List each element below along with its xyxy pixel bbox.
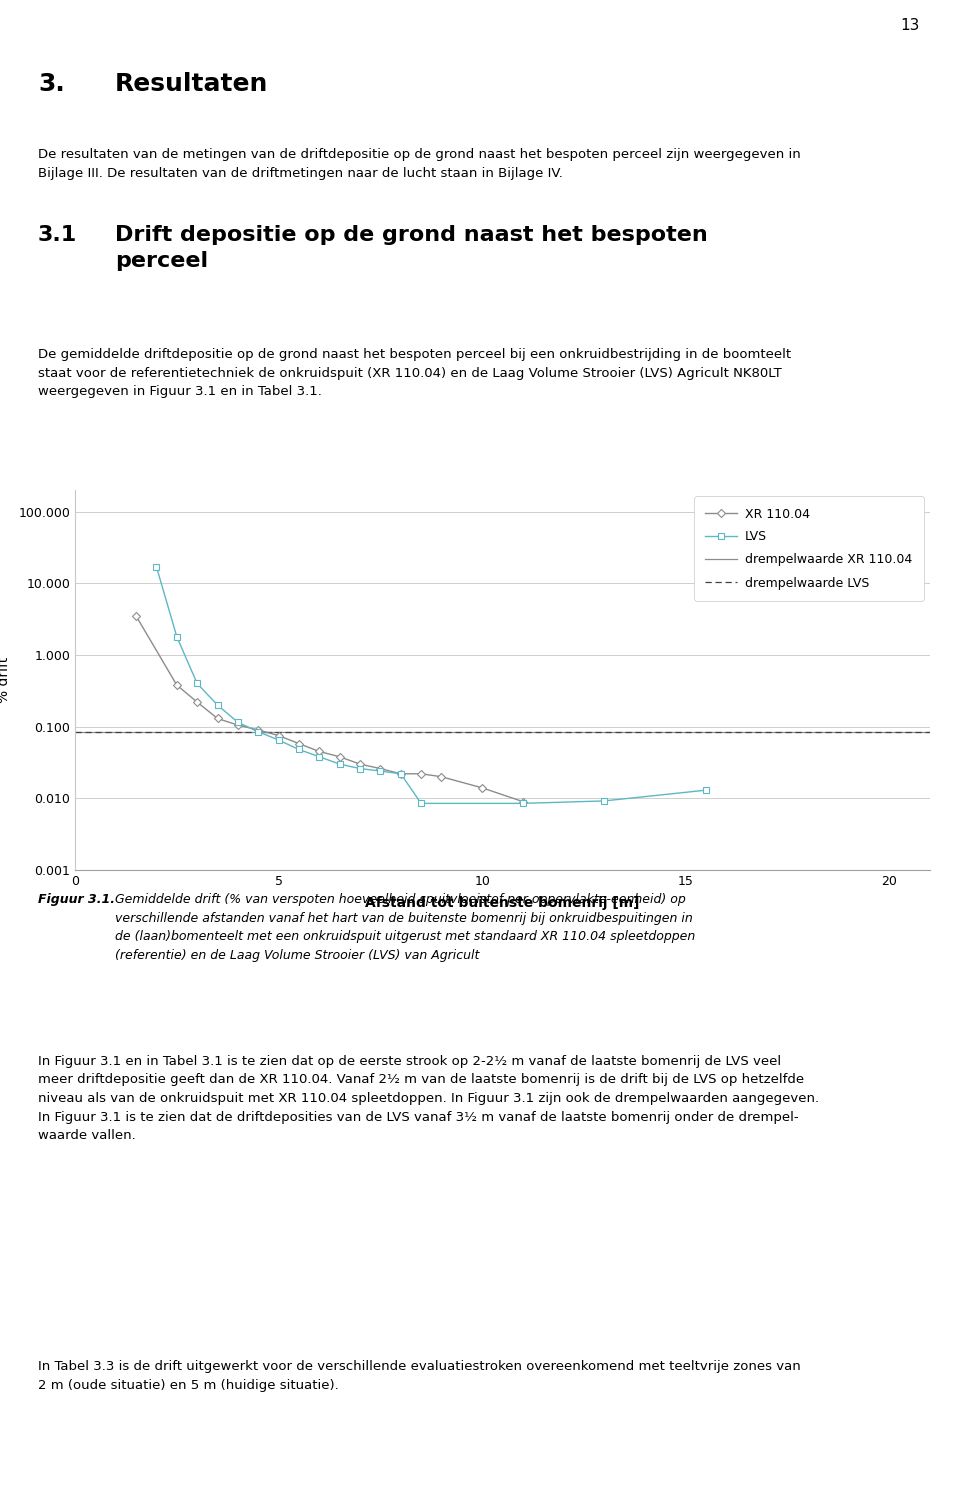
XR 110.04 xyxy=(171,677,182,695)
LVS xyxy=(252,723,264,741)
Text: 13: 13 xyxy=(900,18,920,33)
XR 110.04 xyxy=(314,743,325,761)
LVS xyxy=(700,781,711,799)
drempelwaarde LVS xyxy=(110,723,122,741)
LVS xyxy=(354,760,366,778)
XR 110.04 xyxy=(395,764,406,782)
Text: Gemiddelde drift (% van verspoten hoeveelheid spuitvloeistof per oppervlakte-een: Gemiddelde drift (% van verspoten hoevee… xyxy=(115,894,695,961)
XR 110.04 xyxy=(191,693,203,711)
LVS xyxy=(314,747,325,766)
LVS xyxy=(151,558,162,576)
XR 110.04 xyxy=(252,720,264,738)
XR 110.04 xyxy=(131,607,142,625)
Text: 3.1: 3.1 xyxy=(38,225,77,246)
XR 110.04 xyxy=(476,779,488,797)
XR 110.04 xyxy=(273,726,284,744)
Text: De gemiddelde driftdepositie op de grond naast het bespoten perceel bij een onkr: De gemiddelde driftdepositie op de grond… xyxy=(38,348,791,398)
LVS xyxy=(598,791,610,809)
LVS xyxy=(517,794,529,812)
XR 110.04 xyxy=(416,764,427,782)
Text: 3.: 3. xyxy=(38,72,64,96)
Line: LVS: LVS xyxy=(154,564,709,806)
drempelwaarde LVS xyxy=(69,723,81,741)
LVS xyxy=(395,764,406,782)
LVS xyxy=(273,731,284,749)
Line: XR 110.04: XR 110.04 xyxy=(132,613,526,805)
LVS xyxy=(334,755,346,773)
XR 110.04 xyxy=(436,767,447,785)
Text: Drift depositie op de grond naast het bespoten
perceel: Drift depositie op de grond naast het be… xyxy=(115,225,708,271)
LVS xyxy=(212,696,224,714)
XR 110.04 xyxy=(517,793,529,811)
Text: Resultaten: Resultaten xyxy=(115,72,269,96)
Text: De resultaten van de metingen van de driftdepositie op de grond naast het bespot: De resultaten van de metingen van de dri… xyxy=(38,148,801,179)
LVS xyxy=(293,740,304,758)
Text: Figuur 3.1.: Figuur 3.1. xyxy=(38,894,115,906)
XR 110.04 xyxy=(212,710,224,728)
LVS xyxy=(232,713,244,731)
Text: In Figuur 3.1 en in Tabel 3.1 is te zien dat op de eerste strook op 2-2½ m vanaf: In Figuur 3.1 en in Tabel 3.1 is te zien… xyxy=(38,1055,819,1142)
XR 110.04 xyxy=(334,747,346,766)
drempelwaarde XR 110.04 xyxy=(69,723,81,741)
Legend: XR 110.04, LVS, drempelwaarde XR 110.04, drempelwaarde LVS: XR 110.04, LVS, drempelwaarde XR 110.04,… xyxy=(694,496,924,601)
LVS xyxy=(374,763,386,781)
LVS xyxy=(191,675,203,693)
X-axis label: Afstand tot buitenste bomenrij [m]: Afstand tot buitenste bomenrij [m] xyxy=(365,897,639,910)
drempelwaarde XR 110.04 xyxy=(110,723,122,741)
Text: In Tabel 3.3 is de drift uitgewerkt voor de verschillende evaluatiestroken overe: In Tabel 3.3 is de drift uitgewerkt voor… xyxy=(38,1359,801,1391)
XR 110.04 xyxy=(293,734,304,752)
XR 110.04 xyxy=(354,755,366,773)
XR 110.04 xyxy=(232,716,244,734)
LVS xyxy=(171,627,182,645)
XR 110.04 xyxy=(374,760,386,778)
LVS xyxy=(416,794,427,812)
Y-axis label: % drift: % drift xyxy=(0,657,12,704)
